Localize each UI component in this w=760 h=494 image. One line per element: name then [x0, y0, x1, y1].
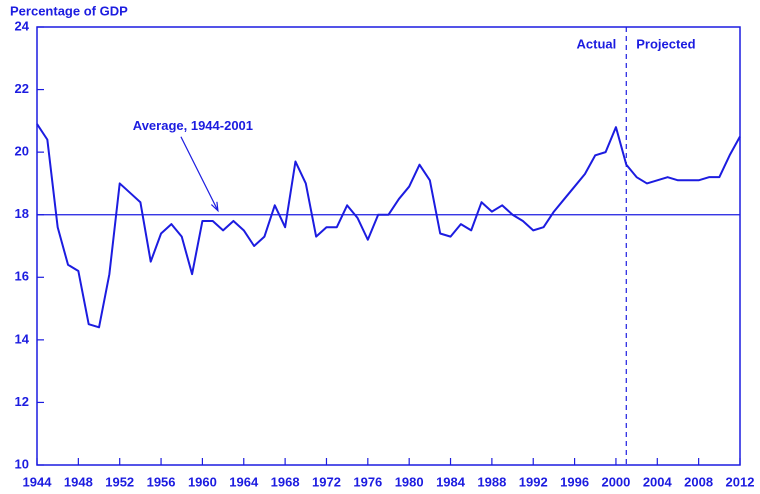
plot-frame [36, 26, 741, 466]
x-tick-label: 1968 [271, 474, 300, 489]
y-tick-label: 20 [15, 144, 29, 159]
x-tick-label: 1948 [64, 474, 93, 489]
x-tick-label: 1972 [312, 474, 341, 489]
x-tick-label: 1960 [188, 474, 217, 489]
x-tick-label: 1964 [229, 474, 259, 489]
x-tick-label: 2008 [684, 474, 713, 489]
x-tick-label: 1996 [560, 474, 589, 489]
average-label: Average, 1944-2001 [133, 118, 253, 133]
actual-label: Actual [577, 36, 617, 51]
x-tick-label: 2012 [726, 474, 755, 489]
x-tick-label: 1984 [436, 474, 466, 489]
x-tick-label: 1988 [477, 474, 506, 489]
data-line [36, 123, 741, 329]
x-tick-label: 1944 [23, 474, 53, 489]
y-tick-label: 10 [15, 456, 29, 471]
y-tick-label: 14 [15, 331, 30, 346]
x-tick-label: 1956 [147, 474, 176, 489]
x-tick-label: 2004 [643, 474, 673, 489]
x-tick-label: 1976 [353, 474, 382, 489]
arrow-shaft [180, 136, 219, 211]
y-tick-label: 18 [15, 206, 29, 221]
y-axis-label: Percentage of GDP [10, 3, 128, 18]
y-tick-label: 24 [15, 18, 30, 33]
y-tick-label: 12 [15, 394, 29, 409]
x-tick-label: 1952 [105, 474, 134, 489]
x-tick-label: 2000 [601, 474, 630, 489]
arrow-head [210, 201, 219, 213]
projected-label: Projected [636, 36, 695, 51]
x-tick-label: 1980 [395, 474, 424, 489]
y-tick-label: 16 [15, 269, 29, 284]
x-tick-label: 1992 [519, 474, 548, 489]
y-tick-label: 22 [15, 81, 29, 96]
